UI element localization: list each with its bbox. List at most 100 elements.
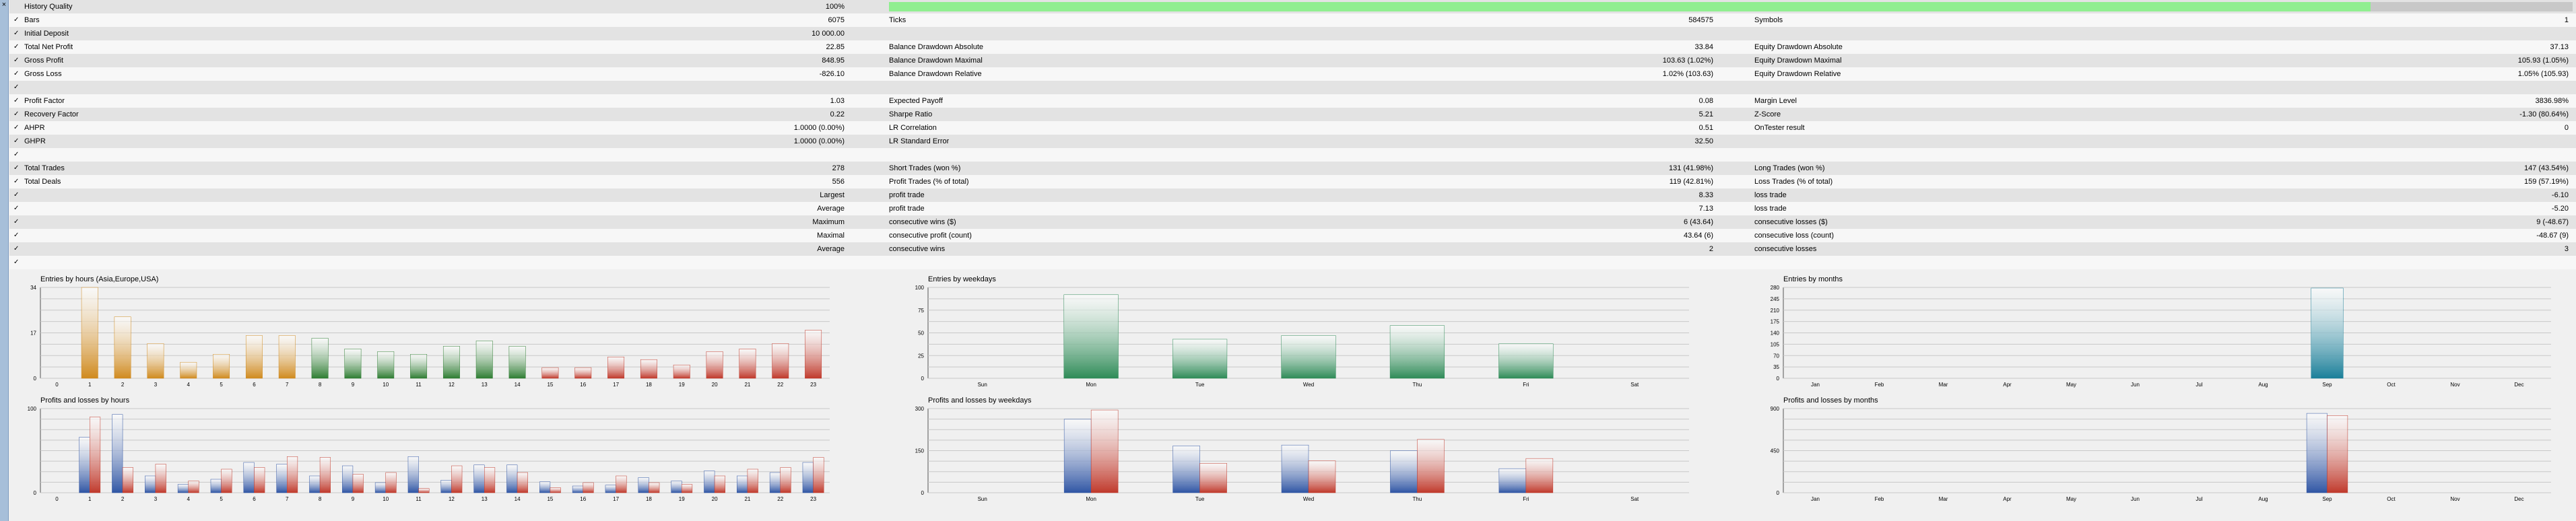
stat-label: profit trade — [889, 205, 925, 213]
stat-value: -1.30 (80.64%) — [2519, 110, 2569, 118]
y-tick-label: 450 — [1771, 448, 1780, 454]
stat-label: Sharpe Ratio — [889, 110, 933, 118]
chart-bar — [1390, 450, 1418, 493]
stats-row: ✓ Average profit trade 7.13 loss trade -5.20 — [9, 202, 2576, 215]
chart-bar — [147, 343, 164, 379]
chart-bar — [1389, 325, 1445, 379]
chart-bar — [407, 456, 419, 493]
stat-label: Ticks — [889, 16, 906, 24]
x-tick-label: 11 — [416, 496, 422, 502]
stat-value: Largest — [820, 191, 845, 199]
x-tick-label: Aug — [2258, 382, 2268, 388]
x-tick-label: 20 — [712, 382, 718, 388]
x-tick-label: 1 — [88, 496, 92, 502]
chart-bar — [541, 367, 559, 379]
row-checkbox[interactable]: ✓ — [13, 16, 20, 24]
row-checkbox[interactable]: ✓ — [13, 258, 20, 266]
stat-label: Initial Deposit — [24, 30, 69, 38]
chart-bar — [539, 481, 551, 493]
stat-value: 1.0000 (0.00%) — [793, 137, 845, 145]
stats-row: ✓ — [9, 148, 2576, 162]
stat-value: 1.03 — [830, 97, 845, 105]
row-checkbox[interactable]: ✓ — [13, 232, 20, 239]
row-checkbox[interactable]: ✓ — [13, 97, 20, 104]
row-checkbox[interactable]: ✓ — [13, 83, 20, 91]
chart-bar — [673, 364, 690, 379]
x-tick-label: 22 — [777, 496, 783, 502]
row-checkbox[interactable]: ✓ — [13, 178, 20, 185]
x-tick-label: 15 — [547, 382, 553, 388]
stat-label: Equity Drawdown Maximal — [1754, 57, 1842, 65]
x-tick-label: 1 — [88, 382, 92, 388]
stat-value: 0.22 — [830, 110, 845, 118]
y-tick-label: 280 — [1771, 285, 1780, 291]
row-checkbox[interactable]: ✓ — [13, 110, 20, 118]
history-quality-fill — [889, 2, 2371, 11]
close-icon[interactable]: × — [1, 1, 7, 9]
x-tick-label: Mar — [1939, 382, 1948, 388]
y-tick-label: 0 — [1777, 490, 1780, 496]
row-checkbox[interactable]: ✓ — [13, 70, 20, 77]
row-checkbox[interactable]: ✓ — [13, 205, 20, 212]
chart-bar — [574, 367, 592, 379]
row-checkbox[interactable]: ✓ — [13, 124, 20, 131]
chart-bar — [245, 335, 263, 379]
chart-bar — [605, 485, 616, 493]
x-tick-label: 5 — [220, 382, 223, 388]
chart-bar — [188, 481, 199, 493]
stat-value: 0.51 — [1698, 124, 1713, 132]
stat-value: -5.20 — [2551, 205, 2569, 213]
x-tick-label: Jun — [2131, 382, 2140, 388]
row-checkbox[interactable]: ✓ — [13, 57, 20, 64]
stats-row: ✓ — [9, 256, 2576, 269]
stat-value: 6075 — [828, 16, 845, 24]
chart-svg: Entries by hours (Asia,Europe,USA)341700… — [30, 275, 830, 388]
stat-label: Long Trades (won %) — [1754, 164, 1825, 172]
row-checkbox[interactable]: ✓ — [13, 164, 20, 172]
chart-bar — [451, 465, 463, 493]
chart-bar — [385, 472, 397, 493]
stats-row: ✓ Gross Loss -826.10 Balance Drawdown Relat… — [9, 67, 2576, 81]
x-tick-label: Tue — [1195, 496, 1205, 502]
y-tick-label: 100 — [915, 285, 925, 291]
row-checkbox[interactable]: ✓ — [13, 30, 20, 37]
x-tick-label: 8 — [319, 496, 322, 502]
stat-label: Balance Drawdown Relative — [889, 70, 982, 78]
chart-bar — [311, 338, 329, 379]
chart-bar — [671, 481, 682, 493]
row-checkbox[interactable]: ✓ — [13, 245, 20, 252]
chart-bar — [342, 465, 354, 493]
x-tick-label: Jul — [2195, 496, 2202, 502]
y-tick-label: 17 — [30, 331, 36, 337]
row-checkbox[interactable]: ✓ — [13, 43, 20, 50]
x-tick-label: Sat — [1630, 496, 1639, 502]
stat-value: 147 (43.54%) — [2523, 164, 2569, 172]
stat-value: Average — [817, 245, 845, 253]
stat-label: Equity Drawdown Relative — [1754, 70, 1841, 78]
y-tick-label: 150 — [915, 448, 925, 454]
chart-bar — [1525, 458, 1554, 493]
stat-label: LR Correlation — [889, 124, 937, 132]
y-tick-label: 210 — [1771, 308, 1780, 314]
chart-title: Entries by weekdays — [928, 275, 996, 283]
row-checkbox[interactable]: ✓ — [13, 137, 20, 145]
stat-label: Loss Trades (% of total) — [1754, 178, 1833, 186]
row-checkbox[interactable]: ✓ — [13, 191, 20, 199]
stat-label: OnTester result — [1754, 124, 1805, 132]
y-tick-label: 35 — [1773, 364, 1779, 370]
x-tick-label: Feb — [1875, 496, 1884, 502]
x-tick-label: Mon — [1086, 496, 1096, 502]
chart-bar — [1281, 335, 1336, 379]
x-tick-label: 9 — [352, 382, 355, 388]
row-checkbox[interactable]: ✓ — [13, 151, 20, 158]
stat-label: Symbols — [1754, 16, 1783, 24]
chart-bar — [278, 335, 296, 379]
stat-label: consecutive wins — [889, 245, 946, 253]
x-tick-label: May — [2066, 382, 2076, 388]
stat-value: 848.95 — [822, 57, 845, 65]
row-checkbox[interactable]: ✓ — [13, 218, 20, 225]
stat-label: loss trade — [1754, 191, 1787, 199]
stat-value: -826.10 — [819, 70, 845, 78]
